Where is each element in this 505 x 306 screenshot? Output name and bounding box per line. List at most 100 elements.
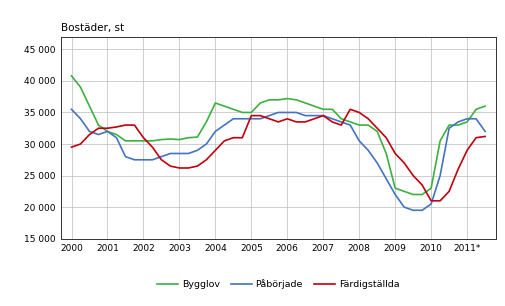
Line: Färdigställda: Färdigställda xyxy=(71,109,484,201)
Påbörjade xyxy=(418,208,424,212)
Färdigställda xyxy=(301,120,308,124)
Bygglov xyxy=(382,152,388,155)
Färdigställda xyxy=(445,189,451,193)
Påbörjade xyxy=(239,117,245,121)
Påbörjade xyxy=(427,202,433,206)
Påbörjade xyxy=(149,158,155,162)
Färdigställda xyxy=(266,117,272,121)
Bygglov xyxy=(86,104,92,108)
Färdigställda xyxy=(95,126,102,130)
Bygglov xyxy=(391,186,397,190)
Färdigställda xyxy=(337,123,343,127)
Bygglov xyxy=(203,120,209,124)
Påbörjade xyxy=(212,129,218,133)
Färdigställda xyxy=(140,136,146,140)
Bygglov xyxy=(149,139,155,143)
Bygglov xyxy=(140,139,146,143)
Färdigställda xyxy=(463,148,469,152)
Bygglov xyxy=(346,120,352,124)
Bygglov xyxy=(284,97,290,100)
Bygglov xyxy=(293,98,299,102)
Påbörjade xyxy=(221,123,227,127)
Färdigställda xyxy=(365,117,371,121)
Färdigställda xyxy=(194,164,200,168)
Bygglov xyxy=(158,138,164,141)
Påbörjade xyxy=(131,158,137,162)
Påbörjade xyxy=(86,129,92,133)
Påbörjade xyxy=(167,152,173,155)
Påbörjade xyxy=(311,114,317,118)
Färdigställda xyxy=(275,120,281,124)
Påbörjade xyxy=(284,110,290,114)
Påbörjade xyxy=(365,148,371,152)
Färdigställda xyxy=(400,161,407,165)
Färdigställda xyxy=(185,166,191,170)
Påbörjade xyxy=(320,114,326,118)
Påbörjade xyxy=(113,136,119,140)
Påbörjade xyxy=(293,110,299,114)
Bygglov xyxy=(436,139,442,143)
Påbörjade xyxy=(481,129,487,133)
Bygglov xyxy=(266,98,272,102)
Bygglov xyxy=(356,123,362,127)
Färdigställda xyxy=(391,152,397,155)
Färdigställda xyxy=(167,164,173,168)
Färdigställda xyxy=(418,183,424,187)
Färdigställda xyxy=(149,145,155,149)
Bygglov xyxy=(230,107,236,111)
Påbörjade xyxy=(463,117,469,121)
Färdigställda xyxy=(77,142,83,146)
Färdigställda xyxy=(176,166,182,170)
Påbörjade xyxy=(77,117,83,121)
Färdigställda xyxy=(436,199,442,203)
Påbörjade xyxy=(472,117,478,121)
Bygglov xyxy=(113,133,119,136)
Påbörjade xyxy=(257,117,263,121)
Bygglov xyxy=(167,137,173,141)
Bygglov xyxy=(337,117,343,121)
Bygglov xyxy=(445,123,451,127)
Påbörjade xyxy=(158,155,164,159)
Bygglov xyxy=(221,104,227,108)
Färdigställda xyxy=(373,126,379,130)
Bygglov xyxy=(472,107,478,111)
Bygglov xyxy=(131,139,137,143)
Bygglov xyxy=(427,186,433,190)
Färdigställda xyxy=(356,110,362,114)
Påbörjade xyxy=(122,155,128,159)
Färdigställda xyxy=(329,120,335,124)
Färdigställda xyxy=(382,136,388,140)
Påbörjade xyxy=(301,114,308,118)
Bygglov xyxy=(212,101,218,105)
Bygglov xyxy=(257,101,263,105)
Färdigställda xyxy=(230,136,236,140)
Påbörjade xyxy=(275,110,281,114)
Färdigställda xyxy=(472,136,478,140)
Färdigställda xyxy=(293,120,299,124)
Färdigställda xyxy=(410,174,416,177)
Färdigställda xyxy=(158,158,164,162)
Påbörjade xyxy=(410,208,416,212)
Påbörjade xyxy=(436,174,442,177)
Påbörjade xyxy=(194,148,200,152)
Bygglov xyxy=(400,189,407,193)
Färdigställda xyxy=(311,117,317,121)
Färdigställda xyxy=(239,136,245,140)
Påbörjade xyxy=(346,123,352,127)
Line: Bygglov: Bygglov xyxy=(71,76,484,195)
Färdigställda xyxy=(320,114,326,118)
Bygglov xyxy=(301,101,308,105)
Bygglov xyxy=(410,193,416,196)
Bygglov xyxy=(481,104,487,108)
Färdigställda xyxy=(86,133,92,136)
Färdigställda xyxy=(122,123,128,127)
Påbörjade xyxy=(176,152,182,155)
Bygglov xyxy=(365,123,371,127)
Påbörjade xyxy=(230,117,236,121)
Påbörjade xyxy=(454,120,460,124)
Färdigställda xyxy=(257,114,263,118)
Färdigställda xyxy=(346,107,352,111)
Färdigställda xyxy=(481,135,487,138)
Påbörjade xyxy=(104,129,110,133)
Påbörjade xyxy=(248,117,254,121)
